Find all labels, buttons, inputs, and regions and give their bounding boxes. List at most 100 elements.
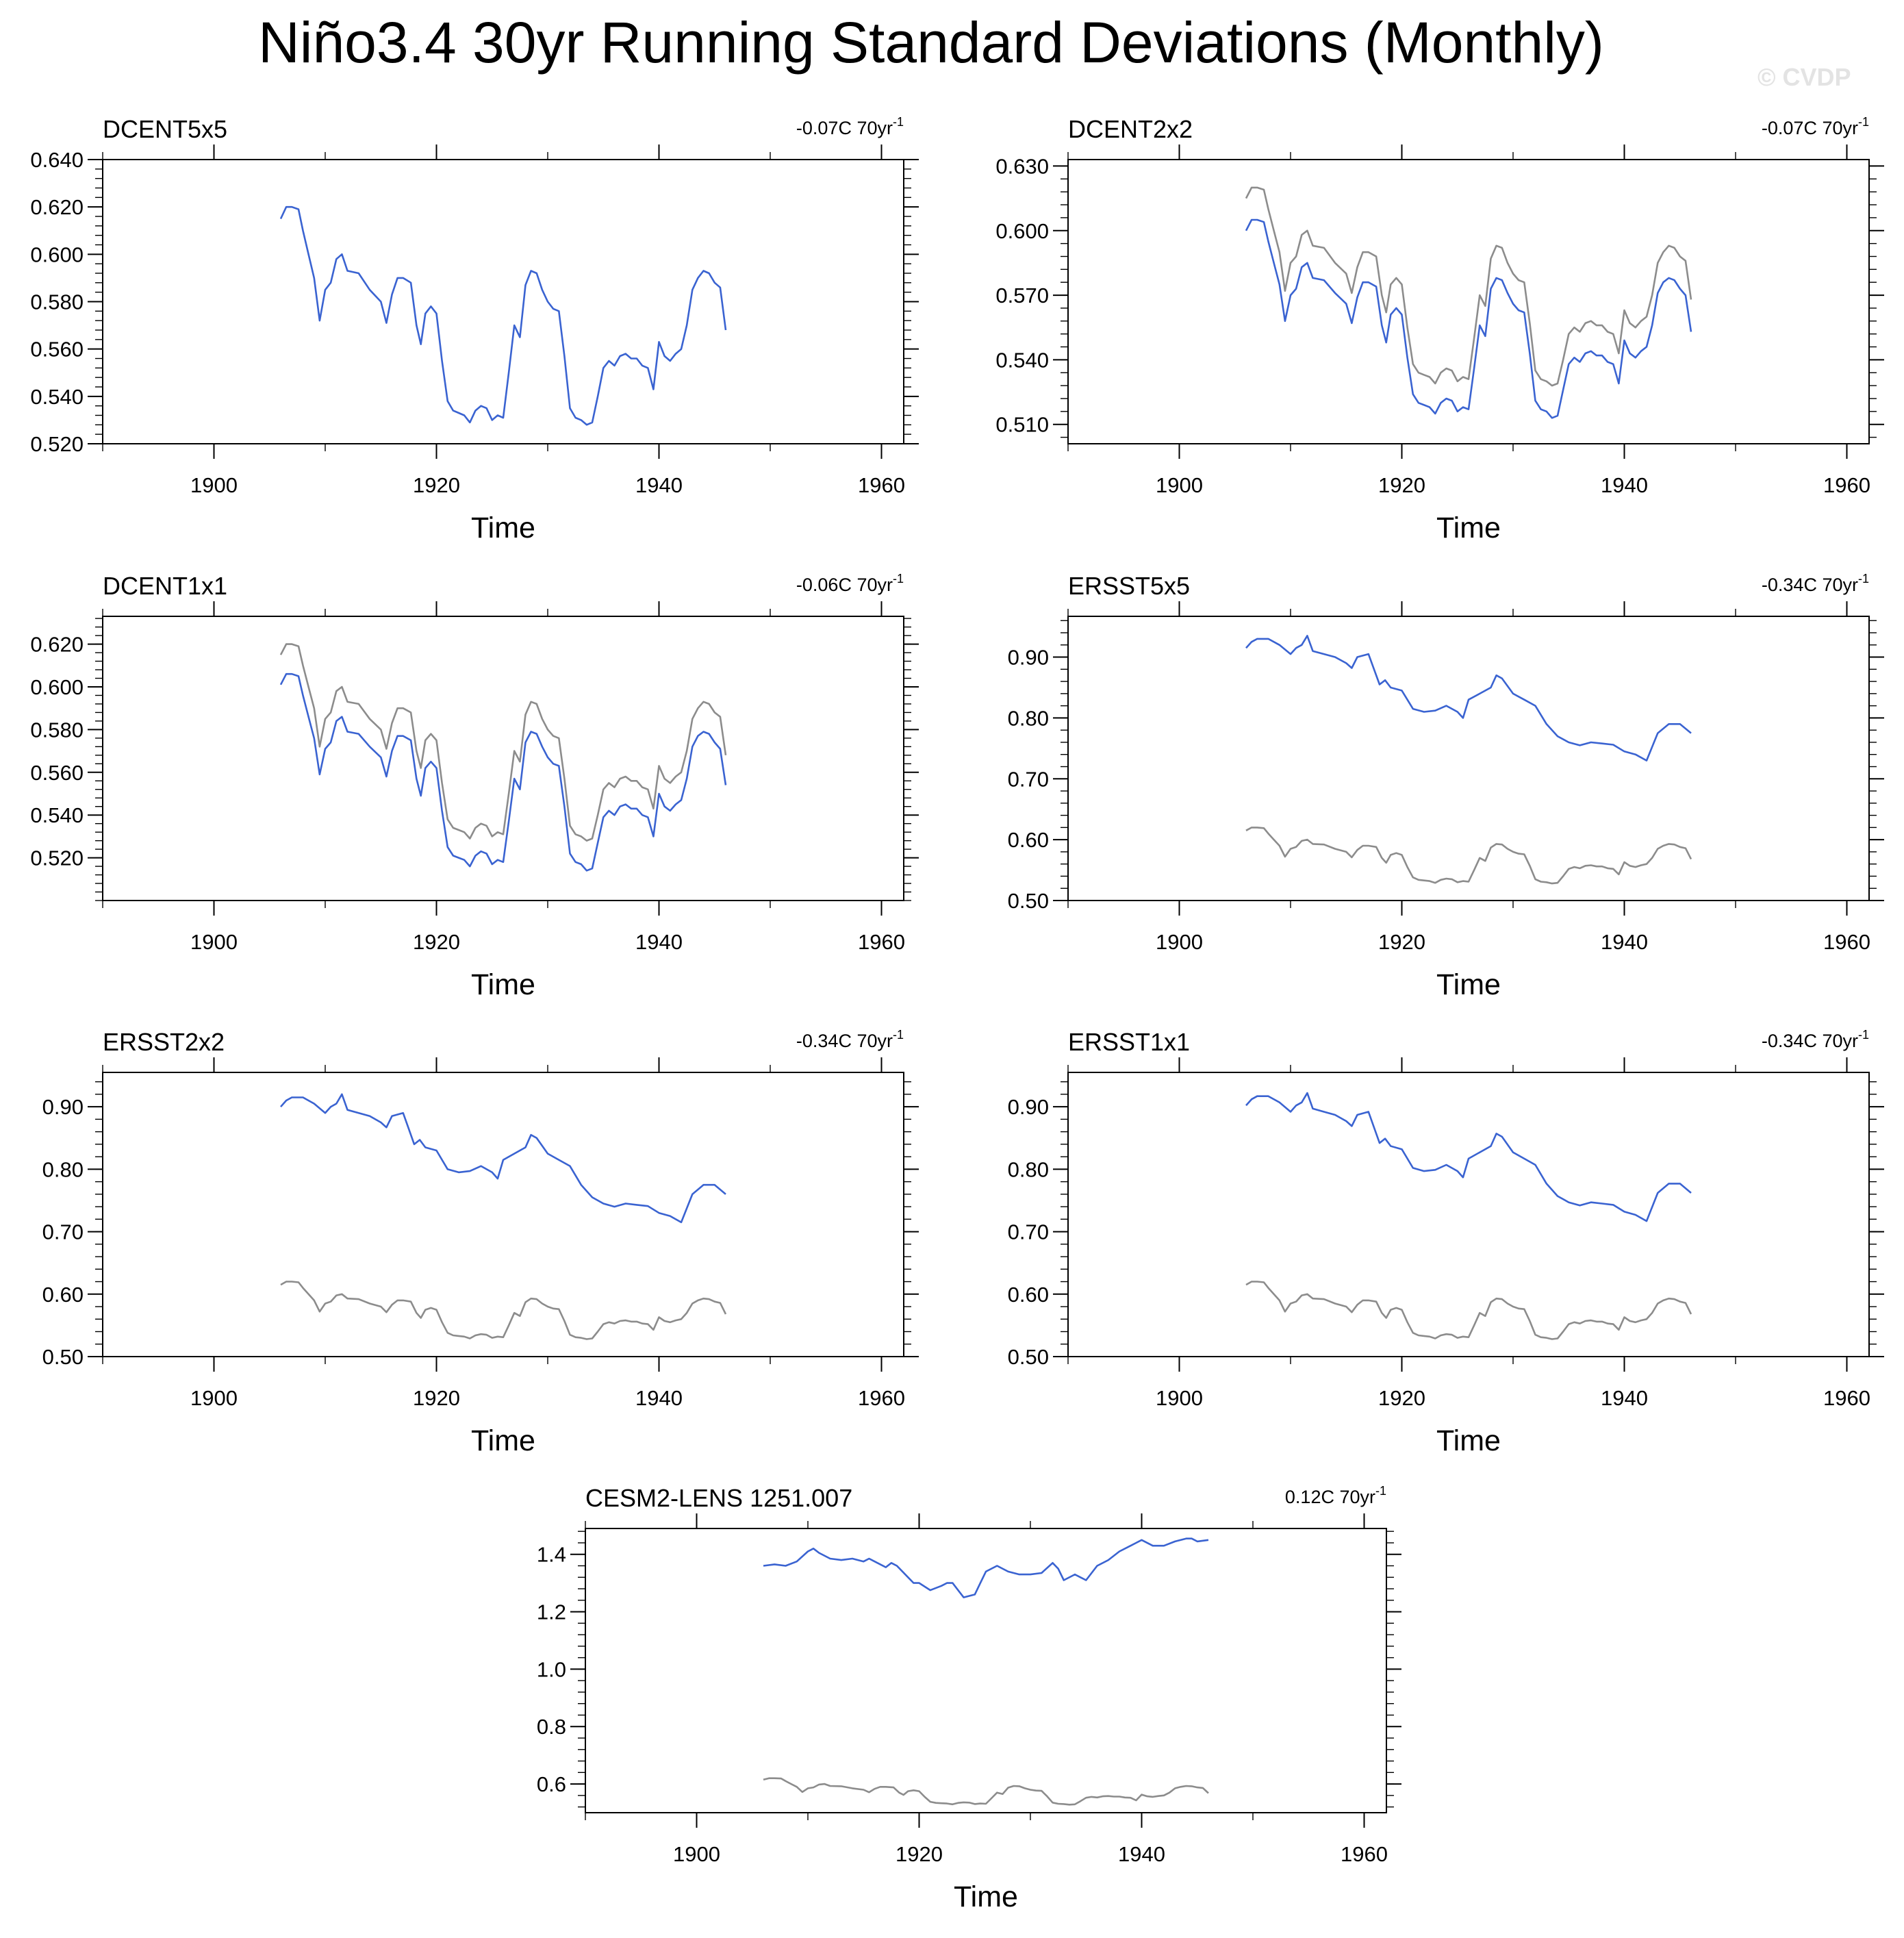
y-tick-label: 0.50 — [42, 1345, 84, 1369]
page-title: Niño3.4 30yr Running Standard Deviations… — [258, 10, 1604, 75]
panel-title: DCENT1x1 — [103, 572, 227, 600]
x-tick-label: 1940 — [1118, 1842, 1165, 1866]
chart-panel-1: DCENT5x5 -0.07C 70yr-1 0.520 0.540 0.560 0.58… — [30, 115, 919, 544]
y-tick-label: 0.50 — [1008, 1345, 1049, 1369]
y-tick-label: 0.70 — [1008, 1220, 1049, 1244]
x-axis-label: Time — [1436, 968, 1501, 1001]
y-tick-label: 1.4 — [537, 1543, 566, 1567]
series-line-2 — [279, 672, 727, 872]
x-axis-label: Time — [471, 512, 535, 544]
trend-value: -0.34C 70yr — [796, 1031, 893, 1051]
x-tick-label: 1900 — [1156, 930, 1203, 954]
chart-panel-5: ERSST2x2 -0.34C 70yr-1 0.50 0.60 0.70 0.80 0.9… — [42, 1028, 919, 1457]
trend-label: -0.07C 70yr-1 — [796, 115, 904, 138]
x-tick-label: 1900 — [190, 1386, 238, 1410]
series-line-2 — [1245, 1092, 1692, 1222]
trend-exponent: -1 — [1858, 1028, 1869, 1042]
x-tick-label: 1900 — [1156, 1386, 1203, 1410]
trend-exponent: -1 — [1375, 1484, 1386, 1498]
trend-label: -0.34C 70yr-1 — [796, 1028, 904, 1051]
x-tick-label: 1960 — [858, 1386, 905, 1410]
y-tick-label: 0.570 — [995, 284, 1049, 307]
y-tick-label: 0.560 — [30, 338, 84, 362]
x-tick-label: 1920 — [1378, 473, 1425, 497]
y-tick-label: 0.6 — [537, 1772, 566, 1796]
x-tick-label: 1920 — [1378, 1386, 1425, 1410]
y-tick-label: 0.70 — [1008, 767, 1049, 791]
chart-panel-3: DCENT1x1 -0.06C 70yr-1 0.520 0.540 0.560 0.58… — [30, 572, 919, 1001]
panel-title: DCENT2x2 — [1068, 115, 1193, 143]
plot-frame — [1067, 1072, 1870, 1357]
x-tick-label: 1940 — [1601, 473, 1648, 497]
y-tick-label: 0.580 — [30, 718, 84, 742]
y-tick-label: 0.80 — [42, 1157, 84, 1181]
y-tick-label: 0.70 — [42, 1220, 84, 1244]
chart-panel-6: ERSST1x1 -0.34C 70yr-1 0.50 0.60 0.70 0.80 0.9… — [1008, 1028, 1884, 1457]
x-tick-label: 1940 — [635, 1386, 683, 1410]
series-line-1 — [1245, 1281, 1692, 1340]
y-tick-label: 0.540 — [30, 385, 84, 409]
panel-title: ERSST5x5 — [1068, 572, 1190, 600]
trend-value: 0.12C 70yr — [1285, 1487, 1375, 1507]
y-tick-label: 0.90 — [1008, 1095, 1049, 1119]
series-line-1 — [1245, 827, 1692, 885]
plot-frame — [1067, 159, 1870, 444]
series-line-2 — [280, 1093, 726, 1224]
series-line-1 — [279, 205, 727, 426]
trend-value: -0.07C 70yr — [1762, 118, 1858, 138]
y-tick-label: 1.2 — [537, 1600, 566, 1624]
y-tick-label: 0.80 — [1008, 1157, 1049, 1181]
x-tick-label: 1920 — [1378, 930, 1425, 954]
plot-frame — [102, 159, 904, 444]
x-tick-label: 1900 — [190, 930, 238, 954]
trend-label: -0.06C 70yr-1 — [796, 572, 904, 595]
y-tick-label: 0.620 — [30, 195, 84, 219]
panel-title: ERSST1x1 — [1068, 1028, 1190, 1056]
trend-exponent: -1 — [1858, 115, 1869, 129]
trend-exponent: -1 — [893, 1028, 904, 1042]
trend-value: -0.34C 70yr — [1762, 575, 1858, 595]
series-line-2 — [1245, 635, 1692, 762]
x-tick-label: 1940 — [635, 930, 683, 954]
x-axis-label: Time — [1436, 512, 1501, 544]
y-tick-label: 0.540 — [995, 348, 1049, 372]
x-tick-label: 1960 — [1341, 1842, 1388, 1866]
watermark: © CVDP — [1757, 63, 1851, 91]
y-tick-label: 0.60 — [1008, 1283, 1049, 1307]
x-tick-label: 1940 — [635, 473, 683, 497]
y-tick-label: 0.630 — [995, 154, 1049, 178]
y-tick-label: 0.600 — [995, 219, 1049, 243]
trend-label: 0.12C 70yr-1 — [1285, 1484, 1386, 1507]
x-tick-label: 1940 — [1601, 1386, 1648, 1410]
plot-frame — [1067, 616, 1870, 901]
x-tick-label: 1900 — [673, 1842, 720, 1866]
x-tick-label: 1960 — [1823, 1386, 1870, 1410]
series-line-1 — [1245, 186, 1692, 387]
trend-exponent: -1 — [893, 115, 904, 129]
chart-panel-7: CESM2-LENS 1251.007 0.12C 70yr-1 0.6 0.8 1.0… — [537, 1484, 1401, 1913]
y-tick-label: 0.90 — [42, 1095, 84, 1119]
series-line-1 — [280, 1281, 727, 1340]
series-line-2 — [1245, 218, 1692, 419]
chart-panel-4: ERSST5x5 -0.34C 70yr-1 0.50 0.60 0.70 0.80 0.9… — [1008, 572, 1884, 1001]
trend-label: -0.34C 70yr-1 — [1762, 572, 1869, 595]
x-tick-label: 1900 — [190, 473, 238, 497]
y-tick-label: 0.600 — [30, 675, 84, 699]
plot-frame — [102, 1072, 904, 1357]
trend-exponent: -1 — [1858, 572, 1869, 586]
y-tick-label: 0.60 — [1008, 828, 1049, 852]
plot-frame — [585, 1528, 1387, 1813]
y-tick-label: 0.600 — [30, 242, 84, 266]
y-tick-label: 0.8 — [537, 1715, 566, 1739]
series-line-1 — [763, 1777, 1209, 1806]
x-tick-label: 1940 — [1601, 930, 1648, 954]
x-tick-label: 1900 — [1156, 473, 1203, 497]
series-line-1 — [279, 643, 727, 842]
y-tick-label: 0.580 — [30, 290, 84, 314]
x-tick-label: 1920 — [896, 1842, 943, 1866]
x-tick-label: 1920 — [413, 1386, 460, 1410]
panel-title: ERSST2x2 — [103, 1028, 225, 1056]
x-tick-label: 1960 — [1823, 473, 1870, 497]
y-tick-label: 0.520 — [30, 846, 84, 870]
